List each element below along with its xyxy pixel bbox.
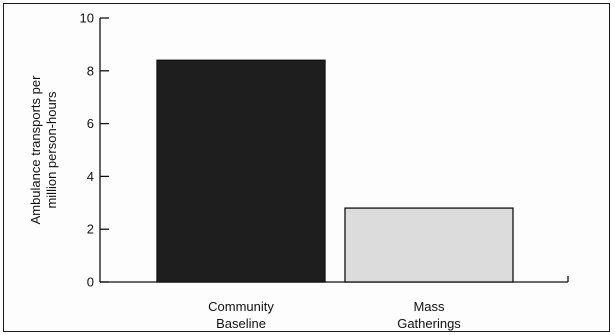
- y-axis: 0 2 4 6 8 10: [80, 11, 109, 290]
- category-label: Mass: [413, 299, 445, 314]
- y-tick-label: 8: [87, 63, 94, 78]
- bar-community-baseline: [156, 59, 326, 283]
- category-labels: Community Baseline Mass Gatherings: [208, 299, 461, 331]
- bar-mass-gatherings: [344, 207, 514, 283]
- y-axis-title: Ambulance transports per million person-…: [28, 75, 59, 225]
- category-label: Community: [208, 299, 274, 314]
- y-tick-label: 4: [87, 169, 94, 184]
- bars: [156, 59, 514, 283]
- category-label: Baseline: [216, 316, 266, 331]
- y-tick-label: 0: [87, 275, 94, 290]
- y-tick-label: 10: [80, 11, 94, 26]
- y-axis-title-line-1: Ambulance transports per: [28, 75, 43, 225]
- y-axis-title-line-2: million person-hours: [44, 91, 59, 209]
- y-tick-label: 2: [87, 222, 94, 237]
- y-tick-label: 6: [87, 116, 94, 131]
- category-label: Gatherings: [397, 316, 461, 331]
